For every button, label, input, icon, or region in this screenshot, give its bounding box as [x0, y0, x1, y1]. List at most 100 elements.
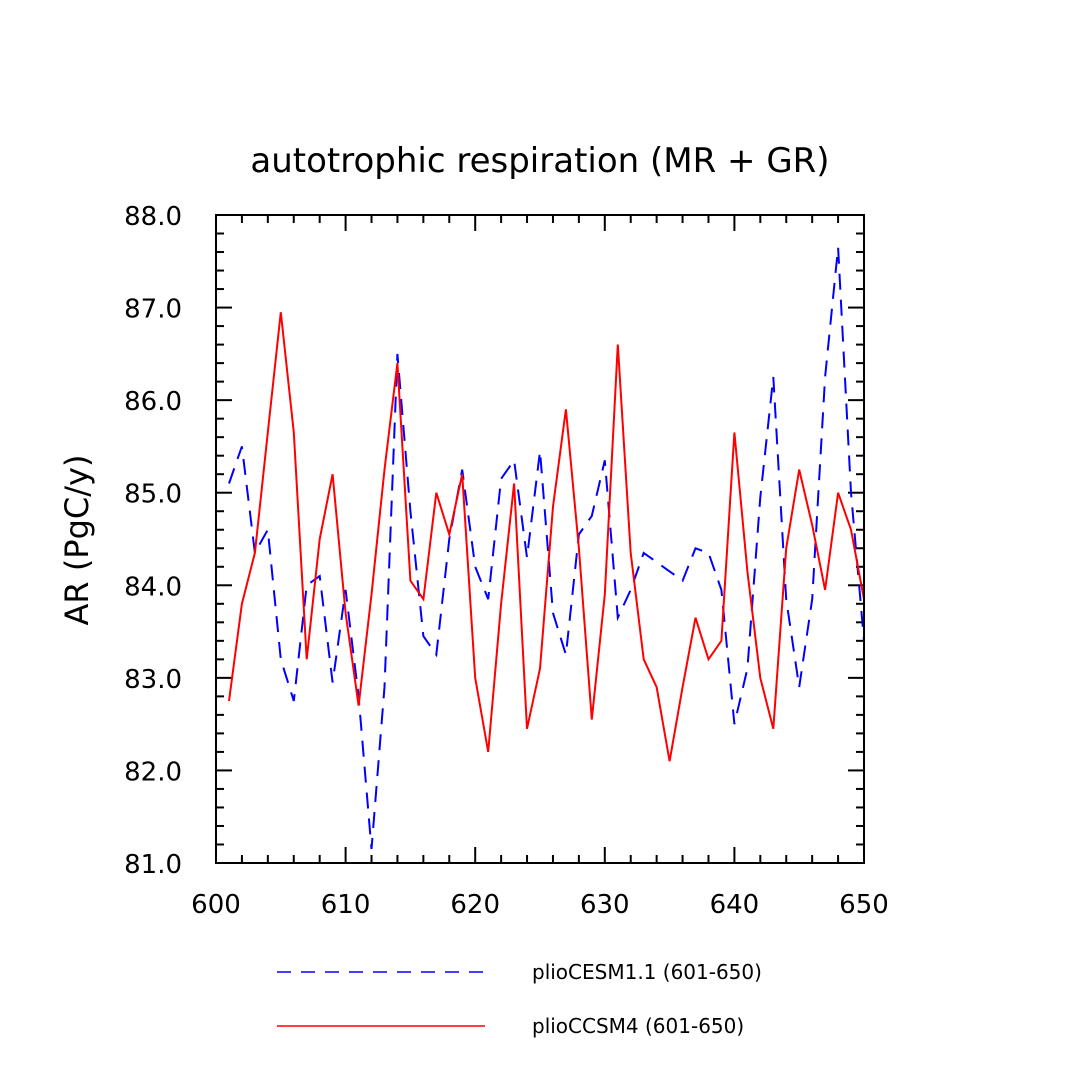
data-point	[383, 686, 385, 688]
data-point	[552, 506, 554, 508]
data-point	[656, 686, 658, 688]
data-point	[293, 700, 295, 702]
plot-frame	[215, 214, 865, 864]
data-point	[785, 598, 787, 600]
x-tick-label: 640	[710, 890, 760, 920]
data-point	[358, 705, 360, 707]
data-point	[319, 538, 321, 540]
data-point	[306, 658, 308, 660]
data-point	[254, 552, 256, 554]
data-point	[552, 612, 554, 614]
data-point	[643, 658, 645, 660]
data-point	[746, 668, 748, 670]
y-tick-label: 83.0	[124, 665, 182, 695]
legend: plioCESM1.1 (601-650) plioCCSM4 (601-650)	[277, 960, 762, 1038]
data-point	[306, 584, 308, 586]
data-point	[695, 547, 697, 549]
data-point	[526, 557, 528, 559]
data-point	[267, 529, 269, 531]
data-point	[539, 450, 541, 452]
x-tick-label: 600	[191, 890, 241, 920]
chart-title: autotrophic respiration (MR + GR)	[250, 141, 829, 181]
data-point	[228, 482, 230, 484]
data-point	[345, 612, 347, 614]
data-point	[565, 654, 567, 656]
data-point	[617, 344, 619, 346]
data-point	[474, 677, 476, 679]
y-tick-label: 88.0	[124, 202, 182, 232]
data-point	[837, 492, 839, 494]
data-point	[422, 635, 424, 637]
data-point	[772, 728, 774, 730]
x-tick-label: 650	[839, 890, 889, 920]
data-point	[759, 496, 761, 498]
data-point	[798, 686, 800, 688]
data-point	[811, 524, 813, 526]
data-point	[682, 580, 684, 582]
data-point	[682, 686, 684, 688]
data-point	[630, 552, 632, 554]
data-point	[707, 552, 709, 554]
data-point	[500, 478, 502, 480]
data-point	[409, 510, 411, 512]
data-point	[280, 311, 282, 313]
data-point	[604, 594, 606, 596]
data-point	[785, 547, 787, 549]
legend-label-0: plioCESM1.1 (601-650)	[532, 960, 762, 984]
series-line-pliocsm4	[228, 312, 865, 762]
data-point	[435, 492, 437, 494]
data-point	[228, 700, 230, 702]
data-point	[604, 459, 606, 461]
y-tick-label: 85.0	[124, 480, 182, 510]
y-axis-title: AR (PgC/y)	[58, 455, 96, 626]
data-point	[591, 515, 593, 517]
x-tick-label: 620	[450, 890, 500, 920]
data-point	[448, 538, 450, 540]
data-point	[280, 658, 282, 660]
data-point	[526, 728, 528, 730]
data-point	[669, 760, 671, 762]
data-point	[396, 362, 398, 364]
data-point	[811, 598, 813, 600]
data-point	[707, 658, 709, 660]
data-point	[850, 492, 852, 494]
data-point	[617, 617, 619, 619]
data-point	[772, 376, 774, 378]
y-tick-label: 86.0	[124, 387, 182, 417]
y-tick-label: 87.0	[124, 295, 182, 325]
data-point	[565, 408, 567, 410]
data-point	[241, 445, 243, 447]
data-point	[759, 677, 761, 679]
data-point	[383, 469, 385, 471]
data-point	[513, 482, 515, 484]
legend-label-1: plioCCSM4 (601-650)	[532, 1014, 744, 1038]
data-point	[371, 594, 373, 596]
data-point	[591, 719, 593, 721]
data-point	[720, 640, 722, 642]
data-point	[513, 459, 515, 461]
data-point	[733, 723, 735, 725]
data-point	[474, 566, 476, 568]
data-point	[720, 589, 722, 591]
data-point	[487, 598, 489, 600]
y-tick-label: 82.0	[124, 757, 182, 787]
data-point	[422, 598, 424, 600]
data-point	[435, 654, 437, 656]
y-tick-label: 81.0	[124, 850, 182, 880]
data-point	[630, 589, 632, 591]
series-line-pliocesm	[228, 247, 865, 850]
x-tick-label: 630	[580, 890, 630, 920]
tick-labels: 600 610 620 630 640 650 81.0 82.0 83.0 84.0 85.0 86…	[124, 202, 889, 920]
data-point	[293, 432, 295, 434]
data-point	[539, 668, 541, 670]
data-point	[396, 353, 398, 355]
data-point	[345, 589, 347, 591]
data-point	[409, 580, 411, 582]
data-point	[578, 547, 580, 549]
data-point	[837, 246, 839, 248]
data-point	[733, 432, 735, 434]
series-lines	[228, 246, 865, 850]
y-tick-label: 84.0	[124, 572, 182, 602]
data-point	[487, 751, 489, 753]
data-point	[824, 589, 826, 591]
